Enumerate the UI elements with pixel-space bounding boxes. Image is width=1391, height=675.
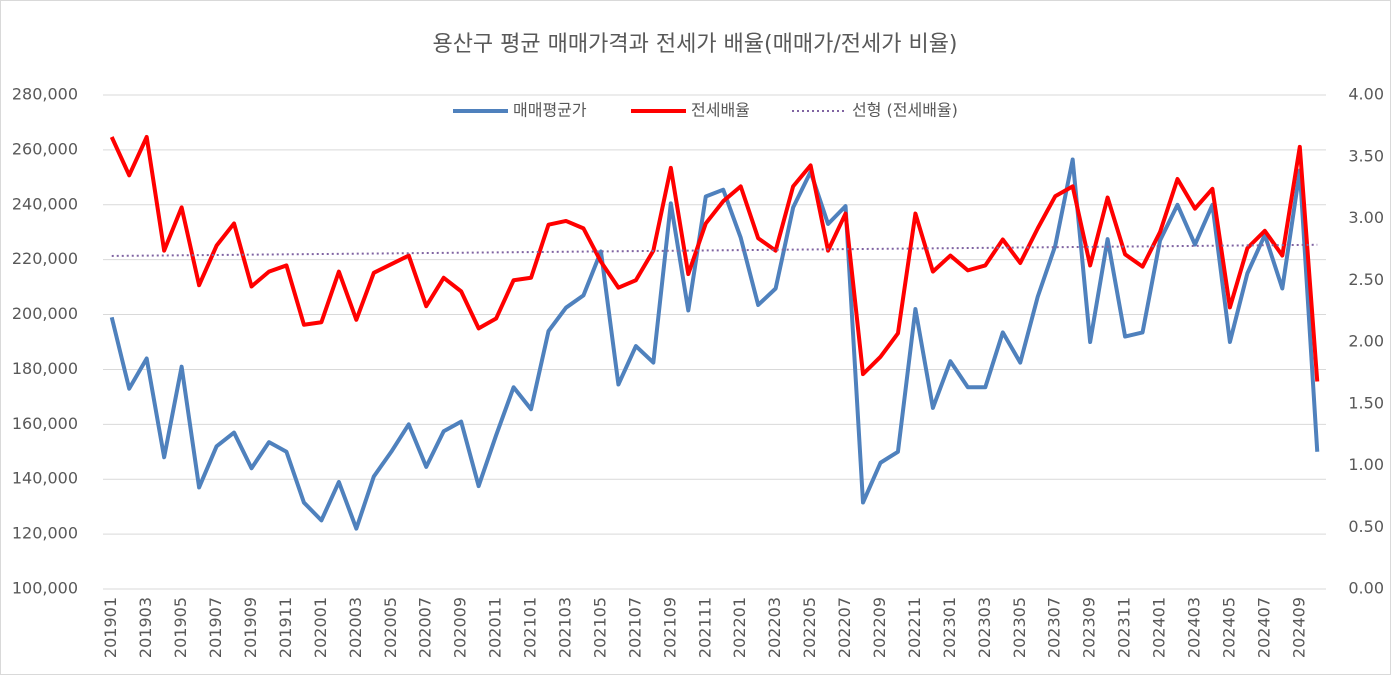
x-tick-label: 202105: [590, 597, 609, 658]
y2-tick-label: 0.00: [1348, 579, 1384, 598]
x-tick-label: 202211: [905, 597, 924, 658]
x-tick-label: 202301: [940, 597, 959, 658]
x-tick-label: 202307: [1045, 597, 1064, 658]
x-tick-label: 202205: [800, 597, 819, 658]
y-tick-label: 260,000: [12, 139, 78, 158]
x-tick-label: 202311: [1115, 597, 1134, 658]
x-tick-label: 201911: [276, 597, 295, 658]
x-tick-label: 202103: [555, 597, 574, 658]
y2-tick-label: 0.50: [1348, 517, 1384, 536]
y2-tick-label: 2.00: [1348, 332, 1384, 351]
y2-tick-label: 3.50: [1348, 146, 1384, 165]
trend-line: [111, 243, 1318, 257]
x-tick-label: 202405: [1219, 597, 1238, 658]
x-tick-label: 202003: [346, 597, 365, 658]
x-tick-label: 202203: [765, 597, 784, 658]
y-tick-label: 140,000: [12, 469, 78, 488]
x-tick-label: 202005: [381, 597, 400, 658]
x-tick-label: 201903: [136, 597, 155, 658]
x-tick-label: 202107: [625, 597, 644, 658]
x-tick-label: 201909: [241, 597, 260, 658]
y-tick-label: 200,000: [12, 304, 78, 323]
series-line: [109, 157, 1320, 531]
y-tick-label: 240,000: [12, 194, 78, 213]
x-tick-label: 202111: [695, 597, 714, 658]
x-tick-label: 202001: [311, 597, 330, 658]
y2-tick-label: 1.00: [1348, 455, 1384, 474]
y-tick-label: 120,000: [12, 524, 78, 543]
series-line: [109, 134, 1320, 382]
y-tick-label: 280,000: [12, 85, 78, 104]
legend-label: 매매평균가: [513, 101, 587, 120]
y-tick-label: 100,000: [12, 579, 78, 598]
x-tick-label: 202201: [730, 597, 749, 658]
x-tick-label: 202109: [660, 597, 679, 658]
x-tick-label: 202401: [1150, 597, 1169, 658]
x-tick-label: 202309: [1080, 597, 1099, 658]
x-tick-label: 202403: [1184, 597, 1203, 658]
x-tick-label: 202007: [416, 597, 435, 658]
x-tick-label: 202303: [975, 597, 994, 658]
chart-title: 용산구 평균 매매가격과 전세가 배율(매매가/전세가 비율): [432, 32, 957, 57]
x-tick-label: 202209: [870, 597, 889, 658]
y-tick-label: 180,000: [12, 359, 78, 378]
x-tick-label: 202101: [521, 597, 540, 658]
y2-tick-label: 1.50: [1348, 393, 1384, 412]
x-tick-label: 202009: [451, 597, 470, 658]
y2-tick-label: 2.50: [1348, 270, 1384, 289]
x-tick-label: 202305: [1010, 597, 1029, 658]
x-tick-label: 202407: [1254, 597, 1273, 658]
x-tick-label: 202207: [835, 597, 854, 658]
y2-tick-label: 4.00: [1348, 85, 1384, 104]
x-tick-label: 201907: [206, 597, 225, 658]
y2-tick-label: 3.00: [1348, 208, 1384, 227]
x-tick-label: 202011: [486, 597, 505, 658]
legend-label: 전세배율: [691, 101, 750, 120]
legend-label: 선형 (전세배율): [852, 101, 958, 120]
y-tick-label: 220,000: [12, 249, 78, 268]
x-tick-label: 201905: [171, 597, 190, 658]
x-tick-label: 202409: [1289, 597, 1308, 658]
x-tick-label: 201901: [101, 597, 120, 658]
y-tick-label: 160,000: [12, 414, 78, 433]
